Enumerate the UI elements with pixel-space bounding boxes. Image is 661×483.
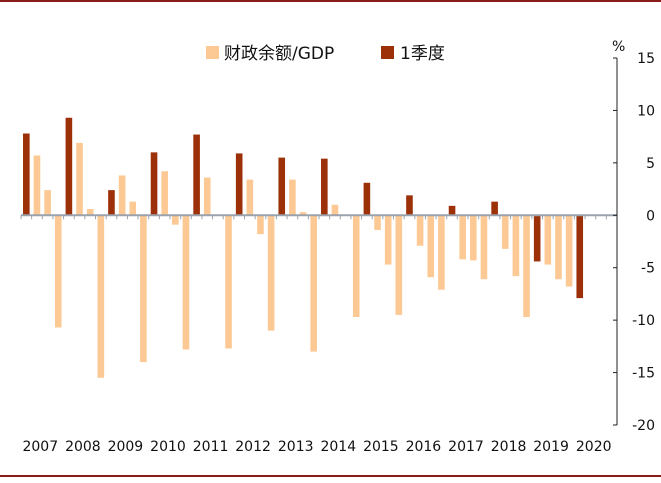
bar-fiscal-balance: [416, 215, 424, 246]
bar-fiscal-balance: [470, 215, 477, 261]
legend-label-q1: 1季度: [400, 44, 445, 64]
x-year-label: 2008: [65, 439, 101, 455]
bar-fiscal-balance: [352, 215, 360, 317]
legend-swatch-fiscal: [206, 46, 219, 59]
bar-fiscal-balance: [374, 215, 381, 230]
bar-q1: [491, 201, 498, 216]
y-axis-unit: %: [612, 39, 625, 55]
bar-fiscal-balance: [225, 215, 232, 349]
x-year-label: 2018: [491, 439, 527, 455]
bar-q1: [321, 158, 328, 216]
bar-fiscal-balance: [129, 201, 137, 216]
y-tick-label: -10: [632, 313, 655, 329]
bar-q1: [150, 152, 158, 216]
bar-fiscal-balance: [118, 175, 126, 216]
bar-fiscal-balance: [480, 215, 488, 280]
bar-q1: [406, 195, 413, 216]
legend: 财政余额/GDP 1季度: [206, 44, 445, 64]
bars-group: [23, 117, 584, 378]
axes-group: 15 10 5 0 -5 -10 -15 -20 2007 2008 2009 2010 2011 201…: [20, 51, 655, 455]
y-tick-label: 15: [637, 51, 655, 67]
y-tick-label: -5: [641, 261, 655, 277]
bar-fiscal-balance: [299, 212, 307, 216]
x-year-label: 2011: [193, 439, 229, 455]
bar-fiscal-balance: [331, 204, 339, 216]
bar-fiscal-balance: [438, 215, 445, 290]
bar-fiscal-balance: [54, 215, 62, 328]
bar-fiscal-balance: [523, 215, 530, 317]
bar-fiscal-balance: [384, 215, 392, 265]
bar-fiscal-balance: [203, 177, 211, 216]
y-tick-label: -15: [632, 366, 655, 382]
x-year-label: 2015: [363, 439, 399, 455]
bar-q1: [235, 153, 243, 216]
bar-fiscal-balance: [161, 171, 168, 216]
bar-q1: [193, 134, 200, 216]
legend-label-fiscal: 财政余额/GDP: [224, 44, 334, 64]
bar-fiscal-balance: [267, 215, 275, 331]
bar-q1: [108, 190, 115, 216]
bar-q1: [533, 215, 541, 262]
bar-fiscal-balance: [76, 142, 83, 216]
bar-fiscal-balance: [257, 215, 264, 235]
bar-fiscal-balance: [310, 215, 317, 352]
bar-fiscal-balance: [501, 215, 509, 249]
bar-fiscal-balance: [246, 179, 254, 216]
x-year-label: 2009: [108, 439, 144, 455]
x-year-label: 2017: [448, 439, 484, 455]
x-year-label: 2007: [22, 439, 58, 455]
bar-fiscal-balance: [182, 215, 190, 350]
legend-swatch-q1: [381, 46, 394, 59]
bar-q1: [23, 133, 30, 216]
x-year-label: 2014: [320, 439, 356, 455]
y-tick-label: 0: [646, 208, 655, 224]
x-year-label: 2010: [150, 439, 186, 455]
x-year-label: 2013: [278, 439, 314, 455]
x-year-label: 2020: [576, 439, 612, 455]
top-rule: [0, 0, 661, 2]
bar-fiscal-balance: [86, 208, 94, 216]
bar-fiscal-balance: [459, 215, 466, 260]
bar-q1: [363, 182, 371, 216]
bar-fiscal-balance: [555, 215, 562, 280]
x-year-label: 2016: [406, 439, 442, 455]
bar-fiscal-balance: [544, 215, 552, 265]
bar-q1: [576, 215, 584, 299]
bar-q1: [448, 205, 456, 216]
bar-fiscal-balance: [512, 215, 520, 277]
y-tick-label: -20: [632, 418, 655, 434]
bar-fiscal-balance: [395, 215, 403, 315]
bar-fiscal-balance: [427, 215, 435, 278]
bar-fiscal-balance: [565, 215, 573, 287]
bar-fiscal-balance: [44, 190, 51, 216]
bar-q1: [278, 157, 286, 216]
bar-fiscal-balance: [33, 155, 41, 216]
bar-fiscal-balance: [97, 215, 105, 378]
bar-q1: [65, 117, 73, 216]
bottom-rule: [0, 475, 661, 477]
y-tick-label: 5: [646, 156, 655, 172]
x-year-label: 2012: [235, 439, 271, 455]
bar-fiscal-balance: [289, 179, 296, 216]
x-year-label: 2019: [533, 439, 569, 455]
bar-fiscal-balance: [140, 215, 147, 363]
y-tick-label: 10: [637, 103, 655, 119]
bar-fiscal-balance: [172, 215, 179, 225]
